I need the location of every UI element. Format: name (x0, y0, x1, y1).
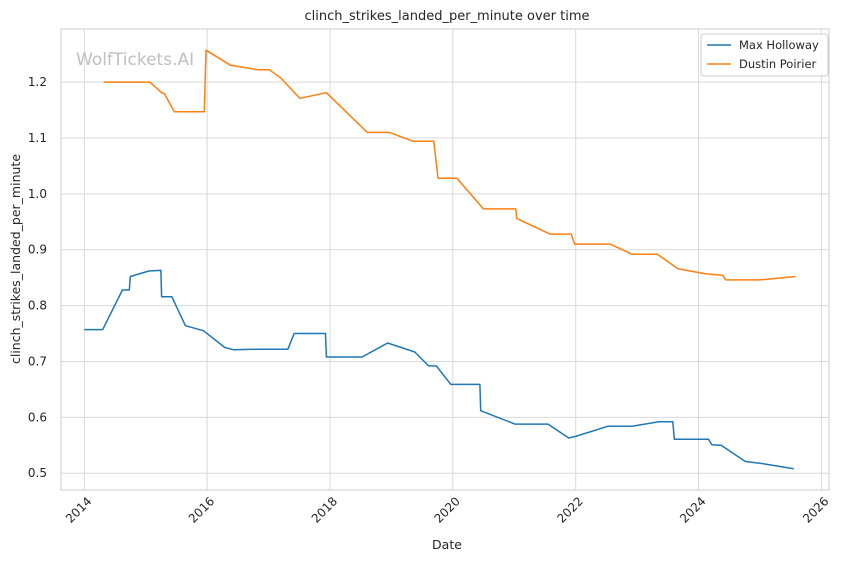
plot-frame (60, 28, 830, 491)
y-tick-label: 0.6 (28, 410, 47, 424)
series-lines (84, 49, 796, 470)
y-axis-label: clinch_strikes_landed_per_minute (8, 154, 23, 364)
grid-lines (61, 29, 829, 490)
y-tick-label: 1.2 (28, 75, 47, 89)
chart-title: clinch_strikes_landed_per_minute over ti… (304, 9, 589, 24)
y-tick-label: 0.9 (28, 243, 47, 257)
series-line-dustin-poirier (103, 49, 796, 281)
legend-box (700, 33, 829, 77)
legend: Max Holloway Dustin Poirier (700, 33, 829, 77)
y-tick-label: 0.5 (28, 466, 47, 480)
x-axis-label: Date (432, 537, 462, 552)
y-tick-label: 1.0 (28, 187, 47, 201)
y-tick-label: 1.1 (28, 131, 47, 145)
watermark-text: WolfTickets.AI (76, 50, 194, 70)
y-tick-label: 0.7 (28, 354, 47, 368)
y-tick-label: 0.8 (28, 299, 47, 313)
legend-label-max-holloway: Max Holloway (739, 38, 819, 52)
series-line-max-holloway (84, 269, 794, 470)
legend-label-dustin-poirier: Dustin Poirier (739, 57, 817, 71)
